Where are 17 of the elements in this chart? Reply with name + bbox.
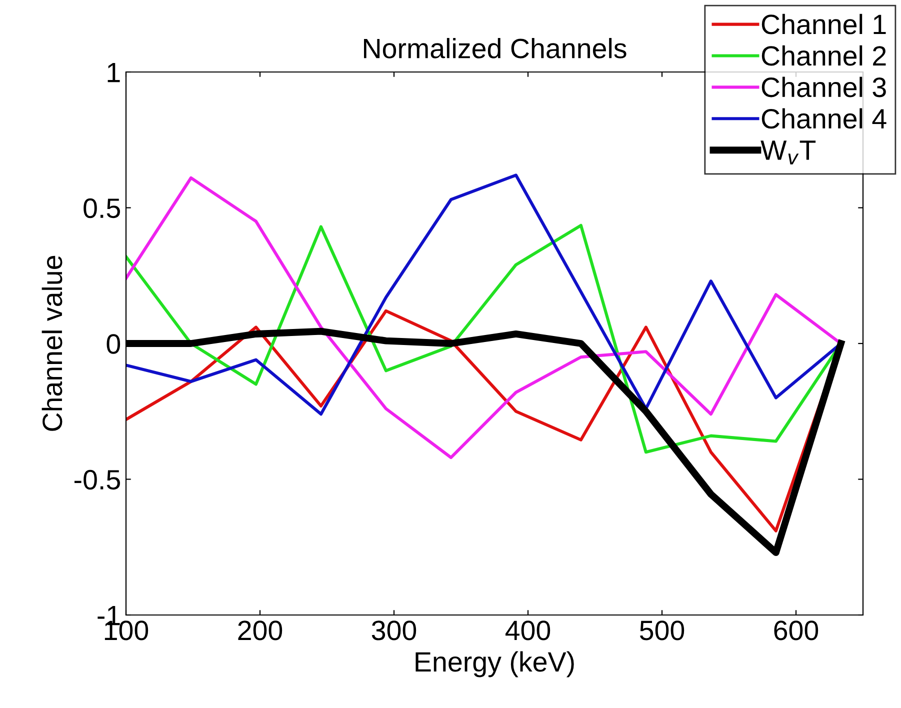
x-tick-label: 200 [238, 620, 282, 640]
x-tick-label: 400 [505, 620, 550, 640]
x-tick-label: 300 [372, 620, 416, 640]
y-tick-label: 0.5 [84, 198, 120, 218]
x-axis-title: Energy (keV) [416, 651, 574, 678]
x-tick-label: 600 [774, 620, 818, 640]
y-tick-label: 1 [108, 62, 120, 82]
x-tick-label: 500 [640, 620, 684, 640]
legend-label: Channel 3 [762, 76, 886, 98]
chart-title: Normalized Channels [364, 38, 626, 58]
y-tick-label: -0.5 [74, 470, 120, 490]
legend-label: Channel 4 [762, 108, 886, 129]
legend-label: Channel 2 [762, 45, 886, 66]
legend-label: Channel 1 [762, 14, 886, 34]
y-axis-title: Channel value [42, 256, 62, 431]
legend-label: W$_{v}$T [760, 140, 816, 164]
y-tick-label: 0 [106, 334, 120, 354]
